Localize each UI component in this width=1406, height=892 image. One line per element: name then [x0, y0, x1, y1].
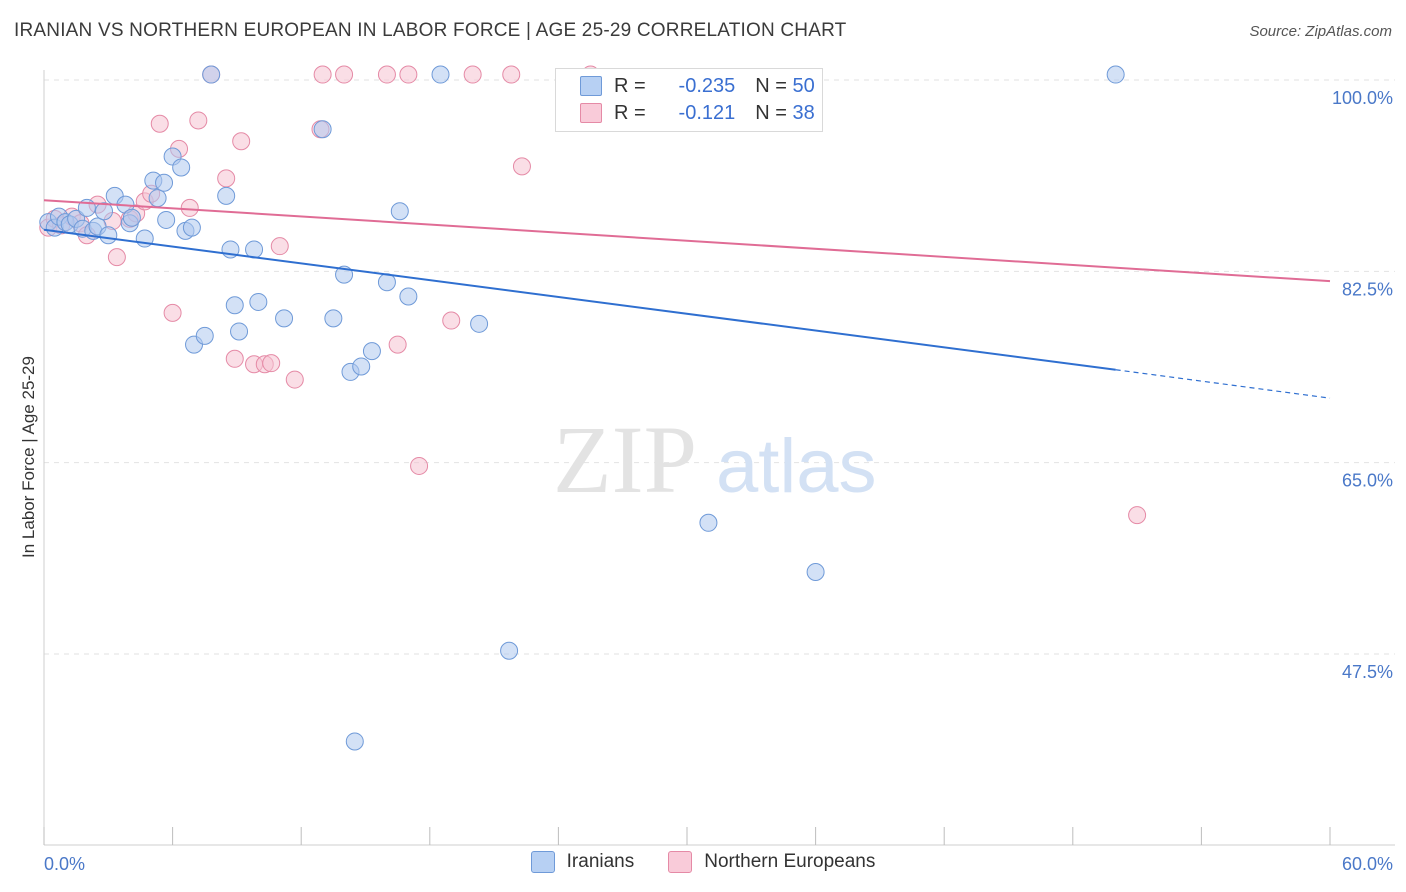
legend-n-label: N =: [755, 74, 787, 97]
northern-european-point[interactable]: [377, 65, 396, 84]
legend-swatch-iranians: [530, 851, 555, 873]
iranian-trend-line: [43, 228, 1116, 371]
iranian-trend-extension: [1115, 369, 1331, 399]
northern-european-point[interactable]: [388, 335, 407, 354]
legend-swatch-northern: [580, 103, 602, 123]
northern-trend-line: [43, 199, 1331, 283]
iranian-point[interactable]: [95, 202, 114, 221]
iranian-point[interactable]: [390, 202, 409, 221]
legend-n-label: N =: [755, 101, 787, 124]
northern-european-point[interactable]: [180, 198, 199, 217]
iranian-point[interactable]: [352, 357, 371, 376]
northern-european-point[interactable]: [512, 157, 531, 176]
iranian-point[interactable]: [399, 287, 418, 306]
iranian-point[interactable]: [699, 513, 718, 532]
legend-r-value: -0.235: [678, 74, 736, 97]
iranian-point[interactable]: [202, 65, 221, 84]
iranian-point[interactable]: [245, 240, 264, 259]
axis-labels: 100.0% 82.5% 65.0% 47.5% 0.0% 60.0% In Labor F…: [19, 88, 1393, 874]
chart-title: IRANIAN VS NORTHERN EUROPEAN IN LABOR FO…: [14, 20, 847, 41]
northern-european-point[interactable]: [399, 65, 418, 84]
northern-european-point[interactable]: [189, 111, 208, 130]
iranian-point[interactable]: [230, 322, 249, 341]
trend-lines: [43, 199, 1331, 399]
y-tick-label: 65.0%: [1342, 471, 1393, 491]
correlation-legend: R = -0.235 N = 50 R = -0.121 N = 38: [555, 68, 823, 132]
legend-item-northern[interactable]: Northern Europeans: [668, 851, 875, 873]
iranian-point[interactable]: [122, 208, 141, 227]
northern-european-point[interactable]: [502, 65, 521, 84]
legend-swatch-northern: [668, 851, 693, 873]
legend-item-iranians[interactable]: Iranians: [530, 851, 635, 873]
northern-european-point[interactable]: [442, 311, 461, 330]
legend-r-value: -0.121: [678, 101, 736, 124]
iranian-point[interactable]: [806, 563, 825, 581]
iranian-point[interactable]: [182, 218, 201, 237]
northern-european-point[interactable]: [150, 114, 169, 133]
iranian-point[interactable]: [313, 120, 332, 139]
y-tick-label: 47.5%: [1342, 662, 1393, 682]
northern-european-point[interactable]: [463, 65, 482, 84]
northern-european-point[interactable]: [217, 169, 236, 188]
northern-european-point[interactable]: [262, 354, 281, 373]
legend-label-northern: Northern Europeans: [704, 851, 876, 872]
legend-swatch-iranians: [580, 76, 602, 96]
iranian-point[interactable]: [324, 309, 343, 328]
iranian-point[interactable]: [275, 309, 294, 328]
iranian-point[interactable]: [157, 210, 176, 229]
legend-n-value: 50: [792, 74, 815, 97]
iranian-point[interactable]: [99, 226, 118, 245]
iranian-point[interactable]: [148, 189, 167, 208]
iranian-point[interactable]: [362, 342, 381, 361]
iranian-point[interactable]: [195, 326, 214, 345]
y-axis-title: In Labor Force | Age 25-29: [19, 356, 38, 558]
x-tick-label-min: 0.0%: [44, 854, 85, 874]
y-tick-label: 82.5%: [1342, 279, 1393, 299]
axes: [43, 70, 1395, 846]
y-tick-label: 100.0%: [1332, 88, 1393, 108]
northern-european-point[interactable]: [335, 65, 354, 84]
legend-r-label: R =: [614, 101, 646, 124]
iranian-point[interactable]: [470, 314, 489, 333]
iranian-point[interactable]: [1106, 65, 1125, 84]
legend-r-label: R =: [614, 74, 646, 97]
iranian-point[interactable]: [217, 186, 236, 205]
northern-european-point[interactable]: [225, 349, 244, 368]
northern-european-point[interactable]: [410, 456, 429, 475]
iranian-point[interactable]: [172, 158, 191, 177]
northern-european-point[interactable]: [313, 65, 332, 84]
iranian-point[interactable]: [249, 292, 268, 311]
northern-european-point[interactable]: [163, 303, 182, 322]
northern-european-point[interactable]: [285, 370, 304, 389]
legend-label-iranians: Iranians: [566, 851, 635, 872]
iranian-point[interactable]: [431, 65, 450, 84]
x-tick-label-max: 60.0%: [1342, 854, 1393, 874]
watermark-atlas: atlas: [716, 424, 877, 509]
iranian-point[interactable]: [500, 641, 519, 660]
legend-row-iranians: R = -0.235 N = 50: [580, 74, 815, 98]
iranian-point[interactable]: [345, 732, 364, 751]
iranian-point[interactable]: [225, 296, 244, 315]
chart-source: Source: ZipAtlas.com: [1249, 23, 1392, 40]
watermark-zip: ZIP: [553, 406, 697, 513]
legend-n-value: 38: [792, 101, 815, 124]
watermark: ZIP atlas: [553, 406, 877, 513]
northern-european-point[interactable]: [1128, 506, 1147, 525]
series-legend: Iranians Northern Europeans: [0, 851, 1406, 873]
northern-european-point[interactable]: [232, 132, 251, 151]
iranian-point[interactable]: [155, 173, 174, 192]
northern-european-point[interactable]: [270, 237, 289, 256]
northern-european-point[interactable]: [107, 248, 126, 267]
legend-row-northern: R = -0.121 N = 38: [580, 101, 815, 125]
